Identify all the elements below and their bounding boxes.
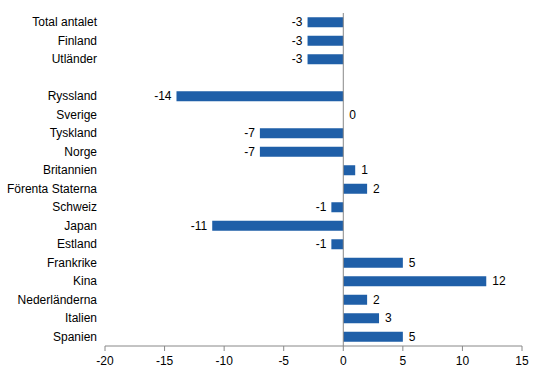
x-tick [224,346,225,351]
x-tick-label: 0 [340,354,347,368]
bars [176,17,486,342]
category-label: Italien [65,311,97,325]
bar [343,332,403,342]
category-label: Total antalet [32,15,97,29]
data-label: 5 [409,256,416,270]
bar [343,258,403,268]
x-tick [402,346,403,351]
bar [343,295,367,305]
category-label: Spanien [53,330,97,344]
bar [343,276,486,286]
bar [260,147,343,157]
category-label: Ryssland [48,89,97,103]
bar [308,17,344,27]
bar [308,54,344,64]
data-label: 12 [492,274,506,288]
bar [331,202,343,212]
x-tick [105,346,106,351]
bar [308,36,344,46]
category-label: Tyskland [50,126,97,140]
category-label: Utländer [52,52,97,66]
data-label: 0 [349,108,356,122]
category-label: Britannien [43,163,97,177]
data-label: 5 [409,330,416,344]
bar [212,221,343,231]
zero-line [343,13,344,346]
x-tick-label: -5 [278,354,289,368]
x-tick [164,346,165,351]
bar [260,128,343,138]
category-label: Estland [57,237,97,251]
category-label: Frankrike [47,256,97,270]
x-tick [462,346,463,351]
x-tick [522,346,523,351]
data-label: -7 [244,126,255,140]
data-label: 2 [373,293,380,307]
bar [343,165,355,175]
x-tick-label: 10 [456,354,470,368]
category-label: Förenta Staterna [7,182,97,196]
category-label: Nederländerna [18,293,98,307]
category-label: Kina [73,274,97,288]
bar [176,91,343,101]
data-label: -3 [292,15,303,29]
category-label: Finland [58,34,97,48]
data-label: -3 [292,34,303,48]
data-label: -11 [191,219,208,233]
x-tick-label: -15 [156,354,174,368]
x-axis [105,346,522,347]
category-label: Schweiz [52,200,97,214]
x-tick-label: 5 [400,354,407,368]
data-label: -1 [316,200,327,214]
x-tick-label: 15 [515,354,529,368]
x-tick [283,346,284,351]
data-label: 3 [385,311,392,325]
bar [343,184,367,194]
bar [343,313,379,323]
data-label: 2 [373,182,380,196]
category-label: Japan [64,219,97,233]
bar [331,239,343,249]
x-tick-label: -10 [215,354,233,368]
data-label: -1 [316,237,327,251]
data-label: -14 [154,89,172,103]
data-label: -7 [244,145,255,159]
data-label: 1 [361,163,368,177]
data-label: -3 [292,52,303,66]
category-label: Norge [64,145,97,159]
category-label: Sverige [56,108,97,122]
chart: -20-15-10-5051015Total antaletFinlandUtl… [0,0,546,376]
x-tick [343,346,344,351]
x-tick-label: -20 [96,354,114,368]
